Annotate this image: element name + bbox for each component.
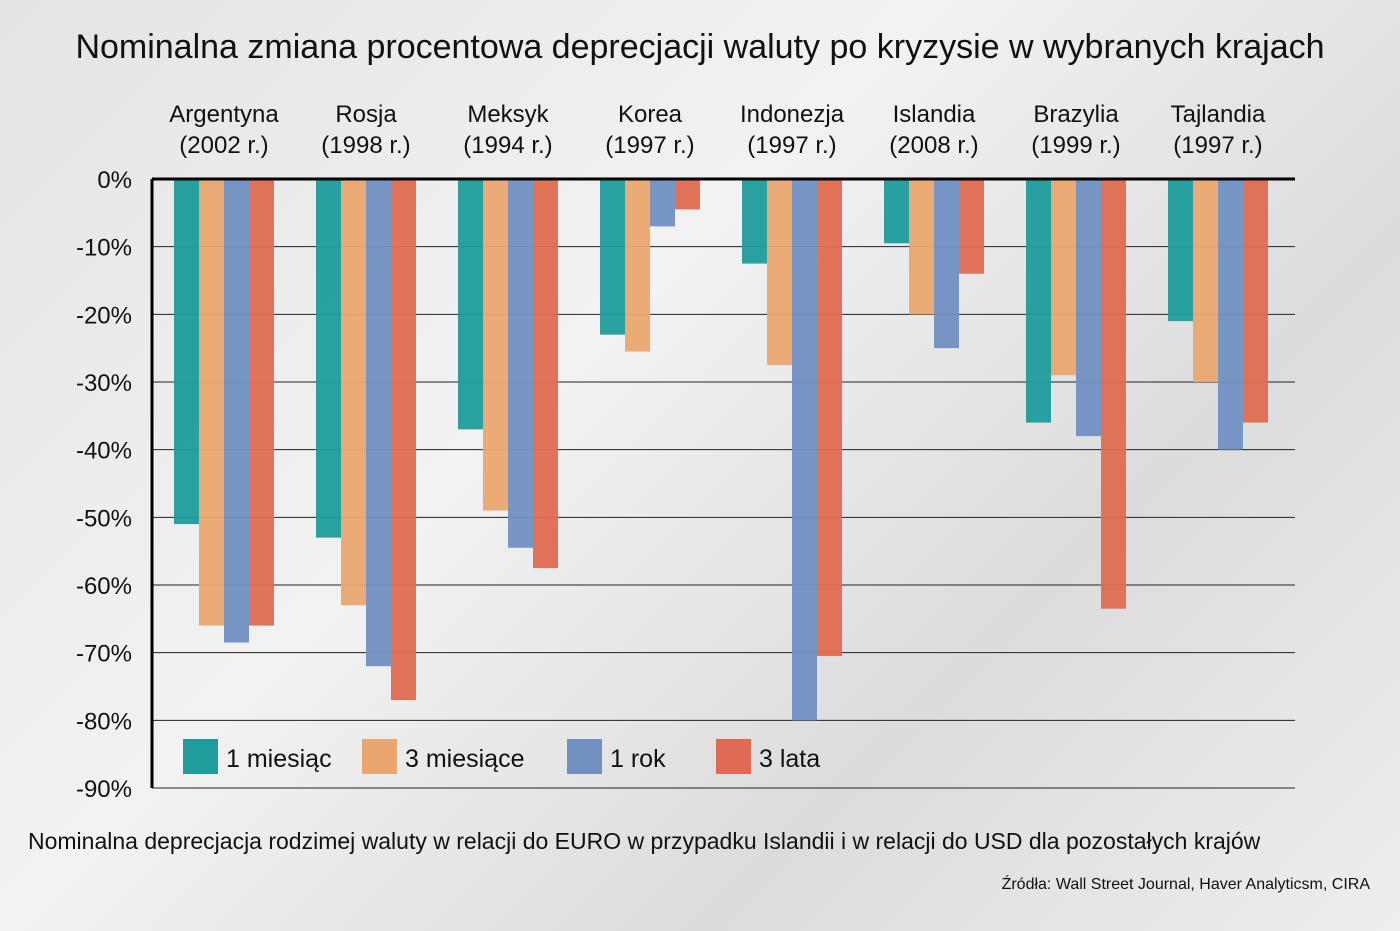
category-label: (1997 r.)	[605, 132, 694, 159]
y-tick-label: -40%	[76, 438, 132, 465]
bar-6-3	[1101, 179, 1126, 609]
category-label: (2002 r.)	[179, 132, 268, 159]
bar-1-2	[366, 179, 391, 667]
bar-1-3	[391, 179, 416, 701]
category-label: (1997 r.)	[1173, 132, 1262, 159]
legend-label: 1 rok	[610, 745, 666, 773]
bar-2-3	[533, 179, 558, 569]
bar-3-2	[650, 179, 675, 227]
bar-3-0	[600, 179, 625, 335]
bar-6-0	[1026, 179, 1051, 423]
category-label: (1997 r.)	[747, 132, 836, 159]
category-label: (2008 r.)	[889, 132, 978, 159]
y-tick-label: 0%	[97, 167, 132, 194]
y-tick-label: -80%	[76, 708, 132, 735]
bar-7-2	[1218, 179, 1243, 450]
y-tick-label: -20%	[76, 302, 132, 329]
category-label: Brazylia	[1033, 101, 1119, 128]
legend-swatch	[567, 739, 602, 774]
bar-0-2	[224, 179, 249, 643]
bar-4-3	[817, 179, 842, 657]
legend-label: 1 miesiąc	[226, 745, 332, 773]
bar-6-2	[1076, 179, 1101, 437]
bar-1-1	[341, 179, 366, 606]
category-label: (1998 r.)	[321, 132, 410, 159]
category-label: Indonezja	[740, 101, 845, 128]
bar-5-2	[934, 179, 959, 349]
y-tick-label: -50%	[76, 505, 132, 532]
y-tick-label: -60%	[76, 573, 132, 600]
category-label: Korea	[618, 101, 683, 128]
bar-0-3	[249, 179, 274, 626]
category-label: Argentyna	[169, 101, 279, 128]
bar-4-0	[742, 179, 767, 264]
legend-swatch	[183, 739, 218, 774]
bar-6-1	[1051, 179, 1076, 376]
source-note: Źródła: Wall Street Journal, Haver Analy…	[1001, 876, 1370, 893]
legend-label: 3 lata	[759, 745, 820, 773]
category-label: Meksyk	[467, 101, 549, 128]
bar-2-1	[483, 179, 508, 511]
bar-0-0	[174, 179, 199, 525]
category-label: (1999 r.)	[1031, 132, 1120, 159]
chart-subtitle: Nominalna deprecjacja rodzimej waluty w …	[28, 828, 1261, 854]
legend-swatch	[716, 739, 751, 774]
y-tick-label: -90%	[76, 776, 132, 803]
bar-3-3	[675, 179, 700, 210]
bar-2-2	[508, 179, 533, 548]
legend-swatch	[362, 739, 397, 774]
bar-7-0	[1168, 179, 1193, 322]
bar-3-1	[625, 179, 650, 352]
bar-4-2	[792, 179, 817, 721]
bar-7-1	[1193, 179, 1218, 382]
legend-label: 3 miesiące	[405, 745, 525, 773]
bar-7-3	[1243, 179, 1268, 423]
bar-1-0	[316, 179, 341, 538]
y-tick-label: -30%	[76, 370, 132, 397]
bar-5-0	[884, 179, 909, 244]
category-label: Islandia	[893, 101, 976, 128]
y-tick-label: -10%	[76, 235, 132, 262]
category-label: Tajlandia	[1171, 101, 1266, 128]
bar-5-3	[959, 179, 984, 274]
bar-5-1	[909, 179, 934, 315]
bar-0-1	[199, 179, 224, 626]
category-label: Rosja	[335, 101, 397, 128]
chart-title: Nominalna zmiana procentowa deprecjacji …	[75, 28, 1325, 66]
category-label: (1994 r.)	[463, 132, 552, 159]
bar-4-1	[767, 179, 792, 366]
bar-2-0	[458, 179, 483, 430]
y-tick-label: -70%	[76, 641, 132, 668]
